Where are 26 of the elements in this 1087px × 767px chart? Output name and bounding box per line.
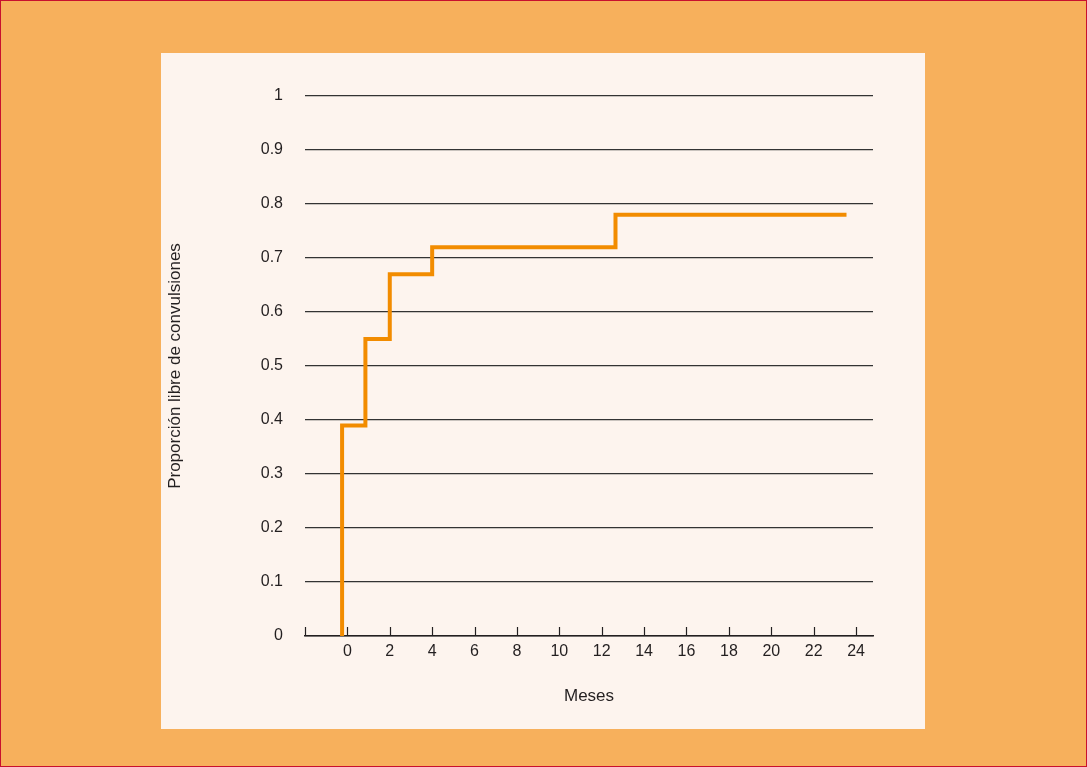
y-tick-label: 0: [274, 626, 284, 644]
y-tick-label: 0.3: [260, 464, 284, 482]
y-tick-label: 0.9: [260, 140, 284, 158]
y-tick-label: 0.2: [260, 518, 284, 536]
x-tick-label: 0: [342, 642, 352, 660]
y-tick-label: 1: [274, 86, 284, 104]
y-tick-label: 0.7: [260, 248, 284, 266]
x-tick-label: 6: [470, 642, 480, 660]
x-tick-label: 8: [512, 642, 522, 660]
y-tick-label: 0.6: [260, 302, 284, 320]
y-axis-title: Proporción libre de convulsiones: [164, 243, 184, 489]
x-tick-label: 16: [677, 642, 696, 660]
y-tick-label: 0.5: [260, 356, 284, 374]
y-tick-label: 0.4: [260, 410, 284, 428]
x-tick-label: 12: [592, 642, 611, 660]
y-tick-label: 0.1: [260, 572, 284, 590]
x-tick-label: 10: [550, 642, 569, 660]
x-tick-label: 18: [719, 642, 738, 660]
x-tick-label: 22: [804, 642, 823, 660]
x-tick-label: 20: [762, 642, 781, 660]
x-axis-title: Meses: [563, 686, 615, 706]
x-tick-label: 2: [385, 642, 395, 660]
y-tick-label: 0.8: [260, 194, 284, 212]
x-tick-label: 14: [635, 642, 654, 660]
x-tick-label: 24: [847, 642, 866, 660]
x-tick-label: 4: [427, 642, 437, 660]
